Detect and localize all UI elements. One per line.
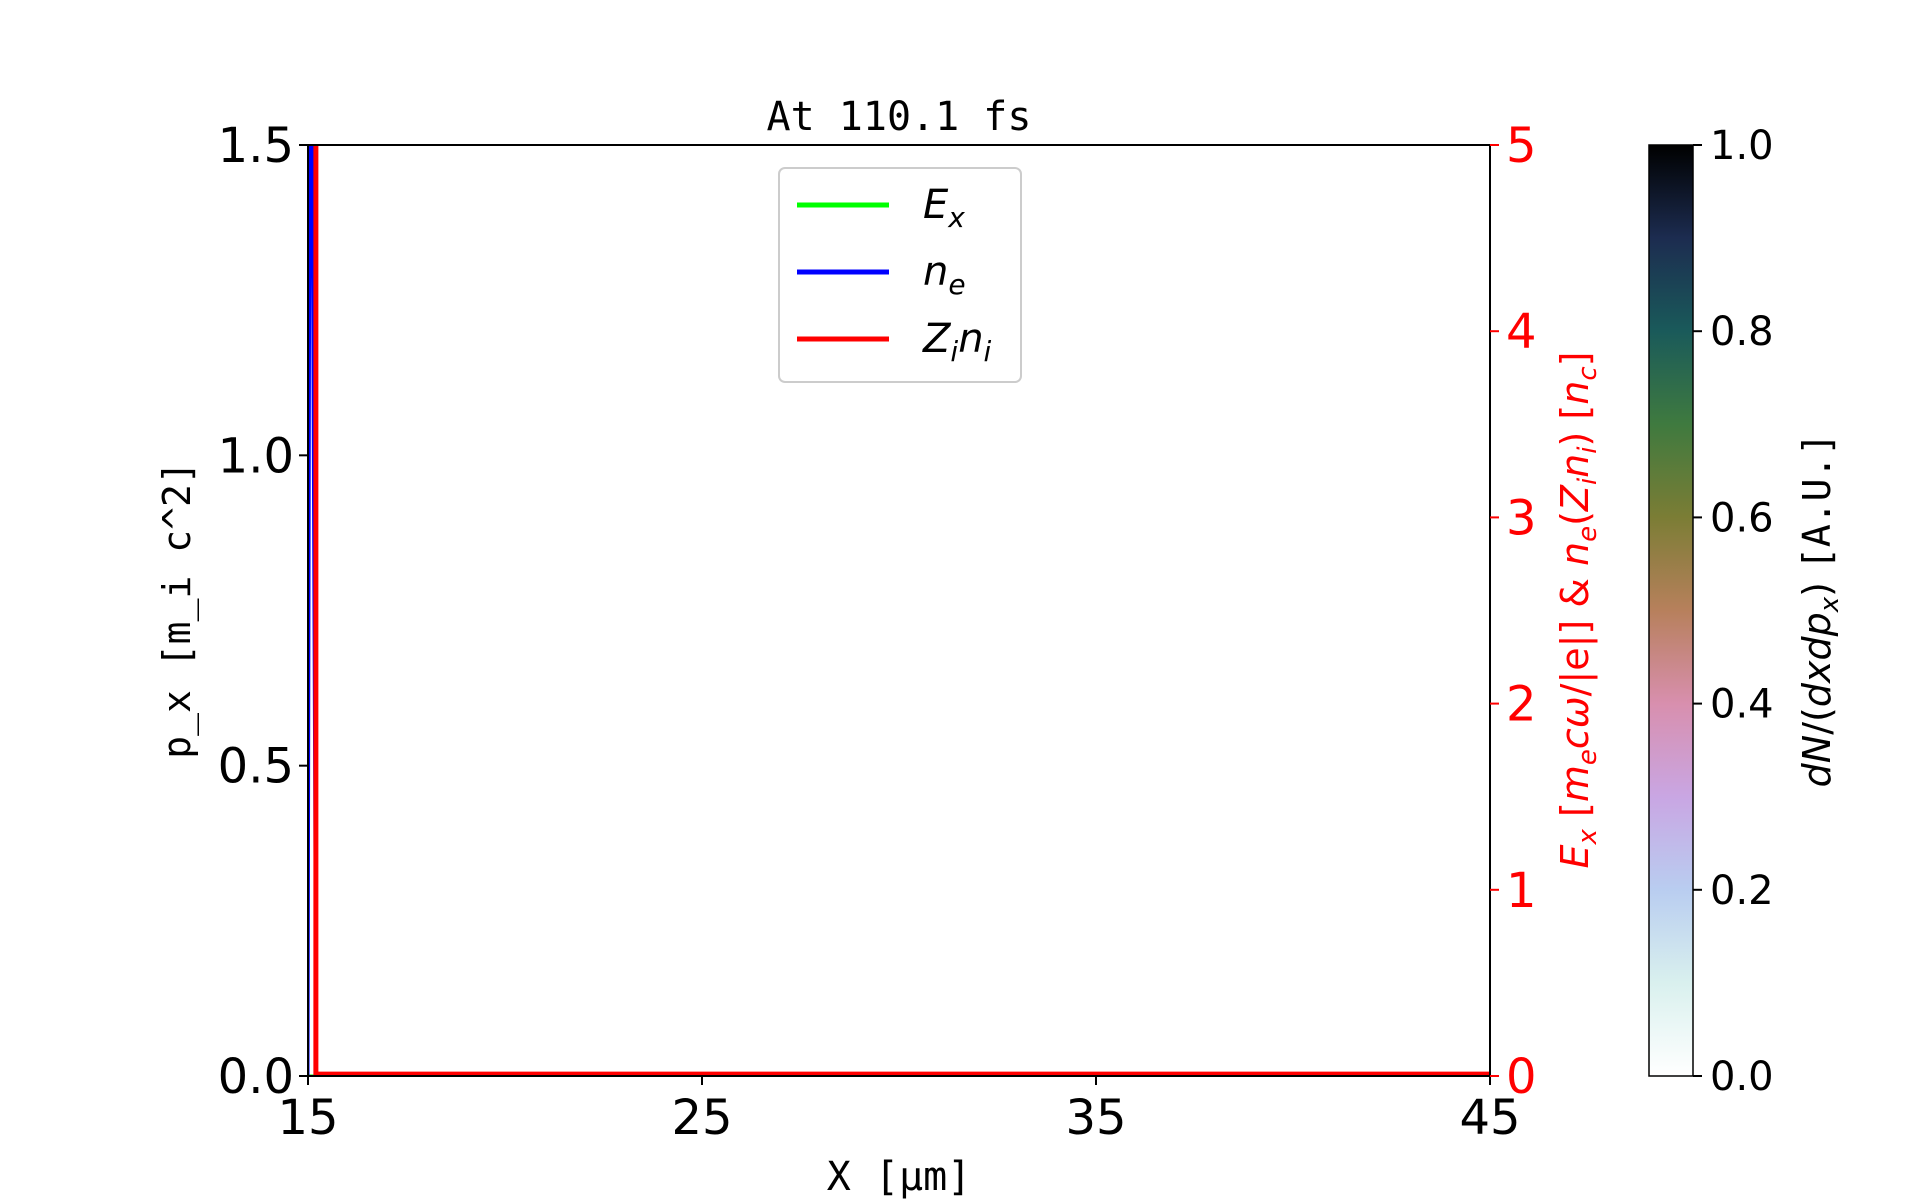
left-y-tick-label: 0.5 [218, 739, 294, 795]
colorbar-tick-label: 1.0 [1710, 123, 1774, 169]
x-tick-label: 35 [1065, 1090, 1126, 1146]
legend: Ex ne Zini [778, 167, 1022, 383]
chart-title: At 110.1 fs [767, 94, 1032, 140]
colorbar [1648, 144, 1694, 1077]
x-tick-label: 45 [1459, 1090, 1520, 1146]
right-y-tick-label: 3 [1506, 490, 1537, 546]
colorbar-tick-label: 0.8 [1710, 309, 1774, 355]
right-y-tick-label: 2 [1506, 677, 1537, 733]
x-tick-label: 25 [671, 1090, 732, 1146]
colorbar-label: dN/(dxdpx) [A.U.] [1795, 433, 1845, 788]
right-y-tick-label: 0 [1506, 1049, 1537, 1105]
left-y-tick-label: 1.0 [218, 428, 294, 484]
left-y-tick-label: 1.5 [218, 118, 294, 174]
colorbar-tick-label: 0.2 [1710, 868, 1774, 914]
colorbar-tick-label: 0.0 [1710, 1054, 1774, 1100]
left-y-tick-label: 0.0 [218, 1049, 294, 1105]
x-axis-label: X [μm] [827, 1154, 972, 1200]
left-axis-label: p_x [m_i c^2] [155, 461, 200, 758]
x-tick-label: 15 [277, 1090, 338, 1146]
colorbar-tick-label: 0.4 [1710, 682, 1774, 728]
right-y-tick-label: 5 [1506, 118, 1537, 174]
right-axis-label: Ex [mecω/|e|] & ne(Zini) [nc] [1553, 352, 1603, 869]
series-line-z_in_i [313, 145, 1490, 1076]
right-y-tick-label: 4 [1506, 304, 1537, 360]
colorbar-tick-label: 0.6 [1710, 495, 1774, 541]
right-y-tick-label: 1 [1506, 863, 1537, 919]
